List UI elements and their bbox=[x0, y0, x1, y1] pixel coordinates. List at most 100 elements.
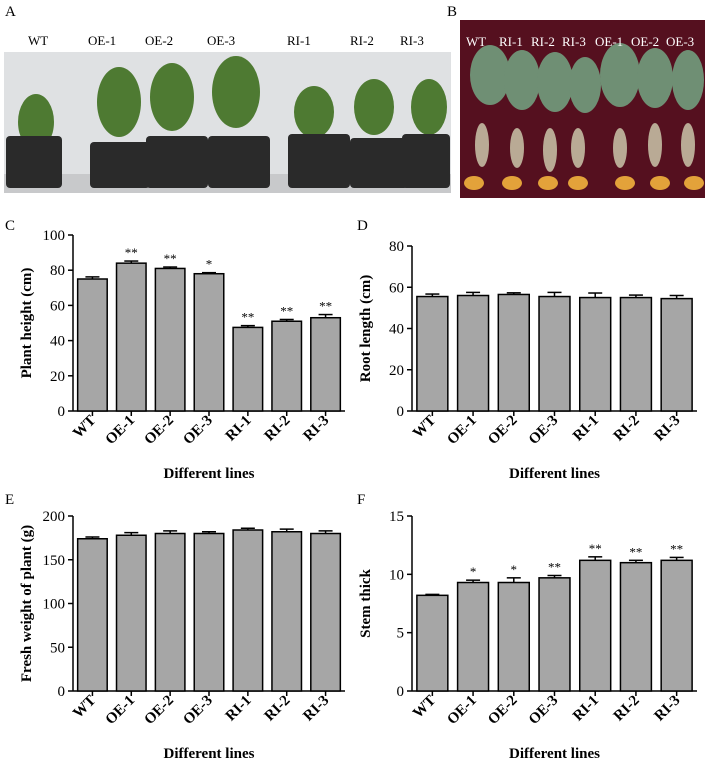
x-tick-label-e-4: RI-1 bbox=[223, 693, 255, 725]
bar-d-oe-1 bbox=[456, 294, 490, 412]
photo-a-label-oe3: OE-3 bbox=[207, 33, 236, 48]
y-axis-label-c: Plant height (cm) bbox=[19, 268, 35, 379]
y-tick-label-d-0: 0 bbox=[397, 404, 405, 420]
x-tick-label-d-2: OE-2 bbox=[485, 413, 520, 448]
bar-f-wt bbox=[416, 594, 449, 692]
x-tick-label-f-3: OE-3 bbox=[526, 693, 561, 728]
panel-label-e: E bbox=[5, 492, 14, 508]
x-tick-label-d-3: OE-3 bbox=[526, 413, 561, 448]
photo-a-label-ri1: RI-1 bbox=[287, 33, 311, 48]
significance-c-3: * bbox=[206, 257, 213, 272]
significance-f-6: ** bbox=[670, 541, 683, 556]
y-tick-label-f-1: 5 bbox=[397, 626, 405, 642]
photo-b-label-oe2: OE-2 bbox=[631, 34, 660, 49]
y-tick-label-c-0: 0 bbox=[58, 404, 66, 420]
bar-f-oe-2 bbox=[497, 581, 531, 692]
photo-a-label-oe2: OE-2 bbox=[145, 33, 174, 48]
x-tick-label-e-0: WT bbox=[70, 693, 99, 722]
panel-label-d: D bbox=[357, 218, 368, 234]
bar-e-ri-2 bbox=[271, 531, 303, 692]
photo-b-label-wt: WT bbox=[466, 34, 487, 49]
bar-d-ri-1 bbox=[578, 296, 612, 412]
y-tick-label-d-3: 60 bbox=[389, 280, 404, 296]
bar-d-ri-3 bbox=[660, 297, 693, 412]
bar-d-oe-3 bbox=[538, 295, 571, 412]
y-tick-label-e-4: 200 bbox=[43, 509, 66, 525]
bar-e-oe-2 bbox=[154, 532, 186, 692]
x-tick-label-c-1: OE-1 bbox=[103, 413, 138, 448]
bar-d-ri-2 bbox=[619, 296, 653, 412]
x-tick-label-d-5: RI-2 bbox=[611, 413, 643, 445]
plants-photo-b-drawing bbox=[460, 20, 705, 198]
x-axis-label-c: Different lines bbox=[164, 466, 255, 482]
x-tick-label-e-2: OE-2 bbox=[141, 693, 176, 728]
x-tick-label-f-1: OE-1 bbox=[444, 693, 479, 728]
x-axis-label-d: Different lines bbox=[509, 466, 600, 482]
y-axis-label-f: Stem thick bbox=[358, 568, 374, 637]
bar-e-oe-1 bbox=[115, 534, 147, 692]
bar-c-wt bbox=[76, 278, 108, 412]
x-axis-label-f: Different lines bbox=[509, 746, 600, 759]
x-axis-label-e: Different lines bbox=[164, 746, 255, 759]
chart-root-length: D 0 20 40 60 80 Root length (cm) WT OE-1 OE-2 OE-3… bbox=[357, 218, 697, 482]
plants-photo-a-drawing bbox=[4, 52, 451, 193]
x-tick-label-e-5: RI-2 bbox=[262, 693, 294, 725]
photo-a-label-wt: WT bbox=[28, 33, 49, 48]
photo-b-label-ri3: RI-3 bbox=[562, 34, 586, 49]
bar-c-ri-1 bbox=[232, 326, 264, 412]
significance-f-3: ** bbox=[548, 560, 561, 575]
bar-c-oe-2 bbox=[154, 267, 186, 412]
x-tick-label-f-2: OE-2 bbox=[485, 693, 520, 728]
y-tick-label-e-1: 50 bbox=[50, 640, 65, 656]
x-tick-label-f-0: WT bbox=[410, 693, 439, 722]
x-tick-label-f-5: RI-2 bbox=[611, 693, 643, 725]
panel-label-f: F bbox=[357, 492, 365, 508]
bar-f-ri-2 bbox=[619, 561, 653, 692]
bar-e-oe-3 bbox=[193, 532, 225, 692]
y-tick-label-f-0: 0 bbox=[397, 684, 405, 700]
x-tick-label-c-2: OE-2 bbox=[141, 413, 176, 448]
x-tick-label-c-6: RI-3 bbox=[300, 413, 332, 445]
y-tick-label-c-2: 40 bbox=[50, 334, 65, 350]
bar-c-oe-1 bbox=[115, 262, 147, 412]
photo-b-label-oe1: OE-1 bbox=[595, 34, 624, 49]
y-tick-label-e-2: 100 bbox=[43, 597, 66, 613]
plants-photo-a bbox=[4, 52, 451, 193]
y-tick-label-e-0: 0 bbox=[58, 684, 66, 700]
x-tick-label-e-1: OE-1 bbox=[103, 693, 138, 728]
y-axis-label-d: Root length (cm) bbox=[358, 275, 374, 382]
significance-f-5: ** bbox=[629, 544, 642, 559]
panel-label-c: C bbox=[5, 218, 15, 234]
y-tick-label-c-1: 20 bbox=[50, 369, 65, 385]
y-tick-label-d-1: 20 bbox=[389, 363, 404, 379]
y-axis-label-e: Fresh weight of plant (g) bbox=[19, 525, 35, 682]
photo-a-label-oe1: OE-1 bbox=[88, 33, 117, 48]
panel-label-a: A bbox=[5, 4, 16, 20]
significance-f-4: ** bbox=[589, 541, 602, 556]
bar-d-oe-2 bbox=[497, 293, 531, 412]
y-tick-label-d-2: 40 bbox=[389, 322, 404, 338]
significance-c-5: ** bbox=[280, 303, 293, 318]
x-tick-label-f-6: RI-3 bbox=[652, 693, 684, 725]
x-tick-label-c-0: WT bbox=[70, 413, 99, 442]
bar-c-oe-3 bbox=[193, 272, 225, 412]
y-tick-label-c-5: 100 bbox=[43, 228, 66, 244]
y-tick-label-f-2: 10 bbox=[389, 567, 404, 583]
y-tick-label-d-4: 80 bbox=[389, 239, 404, 255]
x-tick-label-c-4: RI-1 bbox=[223, 413, 255, 445]
chart-fresh-weight: E 0 50 100 150 200 Fresh weight of plant (g) WT… bbox=[5, 492, 345, 759]
x-tick-label-d-4: RI-1 bbox=[570, 413, 602, 445]
y-tick-label-f-3: 15 bbox=[389, 509, 404, 525]
photo-b-label-ri2: RI-2 bbox=[531, 34, 555, 49]
bar-f-oe-3 bbox=[538, 577, 571, 692]
significance-f-1: * bbox=[470, 564, 477, 579]
plants-photo-b bbox=[460, 20, 705, 198]
photo-a-label-ri2: RI-2 bbox=[350, 33, 374, 48]
x-tick-label-d-0: WT bbox=[410, 413, 439, 442]
y-tick-label-c-3: 60 bbox=[50, 298, 65, 314]
x-tick-label-c-5: RI-2 bbox=[262, 413, 294, 445]
significance-c-4: ** bbox=[241, 310, 254, 325]
x-tick-label-f-4: RI-1 bbox=[570, 693, 602, 725]
significance-c-6: ** bbox=[319, 299, 332, 314]
